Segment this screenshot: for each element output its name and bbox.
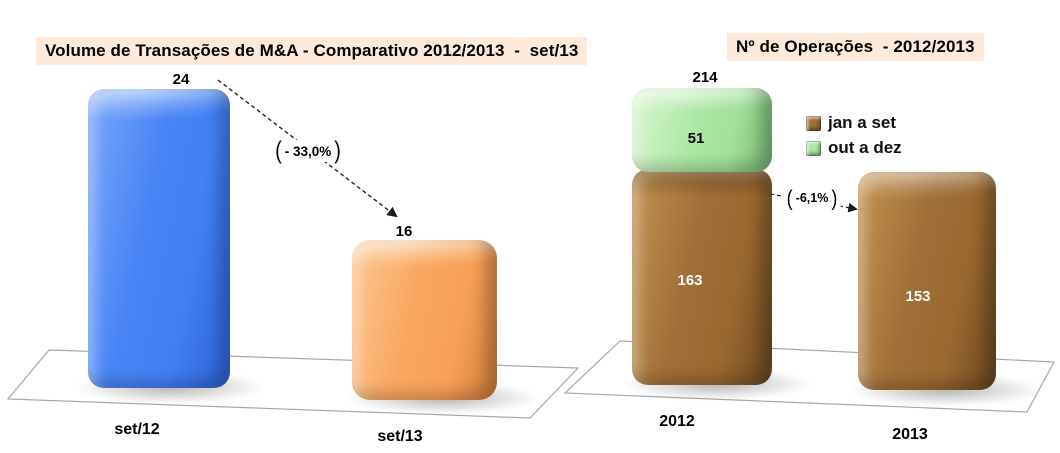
category-label-2012: 2012	[659, 413, 695, 430]
category-label-set13: set/13	[377, 428, 423, 445]
open-bracket: (	[786, 185, 793, 211]
bar-2012-out-a-dez	[632, 88, 772, 172]
total-label-2012: 214	[692, 69, 718, 86]
category-label-set12: set/12	[114, 421, 160, 438]
change-annotation-right: ( -6,1% )	[783, 185, 841, 211]
bar-2013-jan-a-set	[858, 172, 996, 390]
right-chart-title: Nº de Operações - 2012/2013	[727, 33, 984, 61]
legend-item-jan-a-set: jan a set	[806, 113, 902, 133]
right-chart-legend: jan a set out a dez	[806, 113, 902, 163]
legend-item-out-a-dez: out a dez	[806, 138, 902, 158]
value-label-2012-out-a-dez: 51	[687, 130, 705, 147]
legend-swatch-green	[806, 140, 821, 156]
change-value: - 33,0%	[284, 143, 332, 159]
bar-set13	[352, 240, 497, 400]
value-label-2013-jan-a-set: 153	[905, 288, 931, 305]
change-value: -6,1%	[795, 191, 829, 205]
legend-label: out a dez	[828, 138, 902, 157]
category-label-2013: 2013	[892, 426, 928, 443]
legend-label: jan a set	[828, 113, 897, 132]
close-bracket: )	[334, 137, 341, 165]
legend-swatch-brown	[806, 115, 821, 131]
value-label-set12: 24	[172, 71, 190, 88]
open-bracket: (	[275, 137, 282, 165]
left-chart-title: Volume de Transações de M&A - Comparativ…	[36, 37, 588, 65]
value-label-set13: 16	[395, 223, 413, 240]
change-annotation-left: ( - 33,0% )	[272, 137, 344, 165]
bar-set12	[88, 89, 230, 388]
value-label-2012-jan-a-set: 163	[677, 272, 703, 289]
close-bracket: )	[831, 185, 838, 211]
